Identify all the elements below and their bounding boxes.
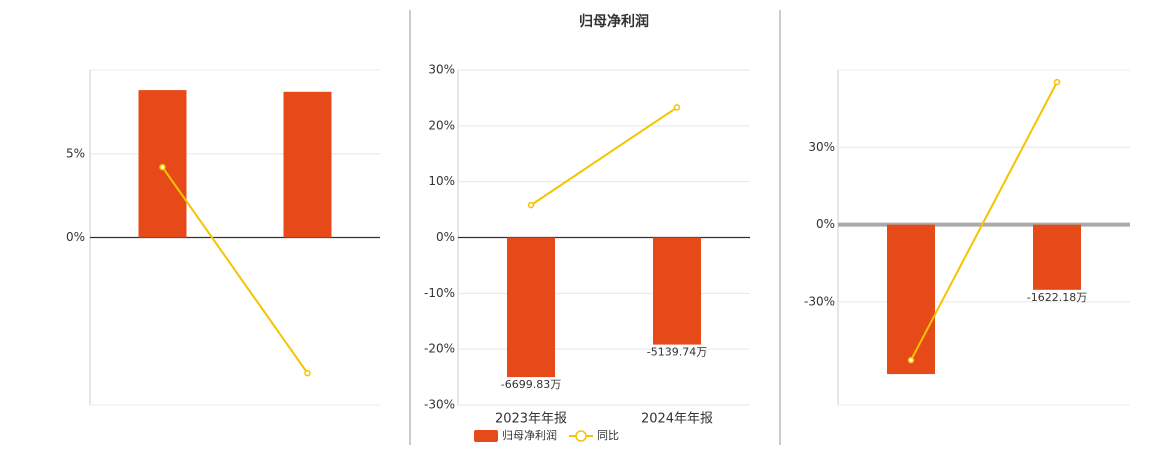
- line-point: [907, 356, 915, 364]
- line-point: [159, 163, 166, 171]
- y-tick-label: 0%: [66, 230, 85, 244]
- x-tick-label: 2023年年报: [495, 412, 567, 427]
- y-tick-label: 10%: [428, 174, 455, 188]
- y-tick-label: 20%: [428, 118, 455, 132]
- bar: [653, 237, 701, 345]
- line-point: [673, 104, 681, 111]
- y-tick-label: -30%: [424, 398, 455, 412]
- line: [910, 81, 1058, 361]
- line-point: [527, 201, 535, 209]
- line: [161, 166, 309, 374]
- bar: [887, 224, 935, 375]
- data-label: -1622.18万: [1027, 291, 1087, 304]
- y-tick-label: 0%: [816, 217, 835, 231]
- x-tick-label: 2024年年报: [641, 412, 713, 427]
- bar: [1033, 224, 1081, 290]
- line-point: [1053, 78, 1061, 86]
- legend-label: 同比: [597, 429, 619, 442]
- legend-swatch: [474, 430, 498, 442]
- y-tick-label: -30%: [804, 294, 835, 308]
- legend-label: 归母净利润: [502, 428, 557, 442]
- y-tick-label: -20%: [424, 342, 455, 356]
- line: [530, 106, 678, 206]
- data-label: -5139.74万: [647, 346, 707, 359]
- data-label: -6699.83万: [501, 378, 561, 391]
- bar: [138, 90, 187, 238]
- y-tick-label: 5%: [66, 146, 85, 160]
- line-point: [304, 369, 311, 377]
- y-tick-label: 30%: [428, 63, 455, 77]
- bar: [283, 91, 332, 238]
- bar: [507, 237, 555, 378]
- chart-title: 归母净利润: [579, 13, 649, 30]
- y-tick-label: 0%: [436, 230, 455, 244]
- legend-swatch: [575, 430, 587, 442]
- y-tick-label: -10%: [424, 286, 455, 300]
- y-tick-label: 30%: [808, 140, 835, 154]
